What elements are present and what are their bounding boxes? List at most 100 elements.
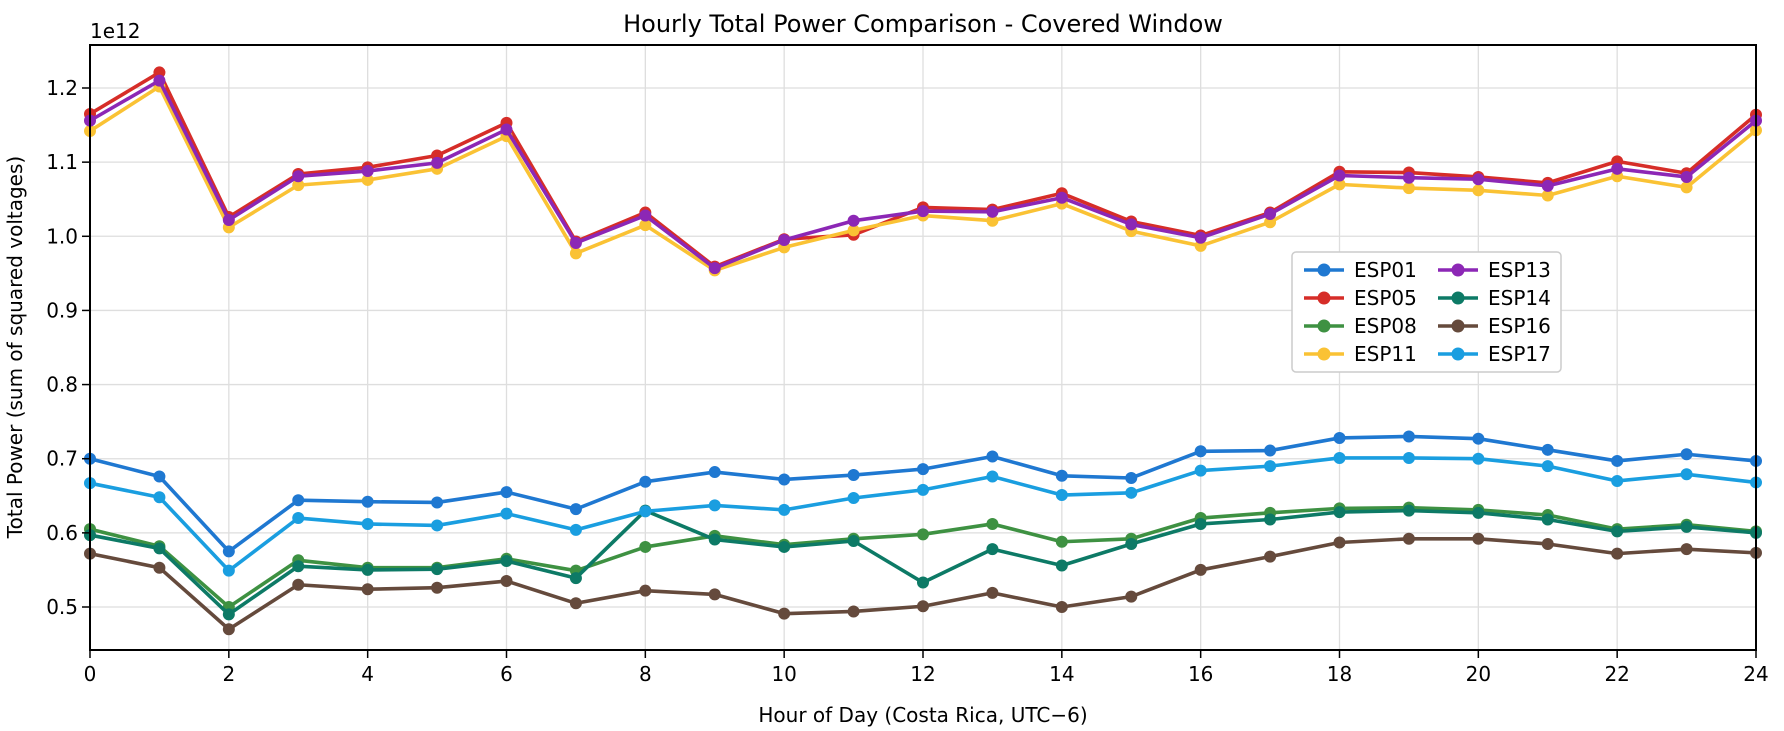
- series-ESP13-marker-h6: [500, 123, 513, 136]
- series-ESP01-marker-h11: [847, 469, 860, 482]
- series-ESP14-marker-h2: [222, 608, 235, 621]
- series-ESP17-marker-h9: [708, 499, 721, 512]
- series-ESP17-marker-h14: [1055, 489, 1068, 502]
- series-ESP08-marker-h14: [1055, 535, 1068, 548]
- series-ESP16-marker-h7: [569, 597, 582, 610]
- legend-item-ESP13: ESP13: [1438, 258, 1551, 282]
- series-ESP11-marker-h23: [1680, 181, 1693, 194]
- series-ESP17-marker-h16: [1194, 464, 1207, 477]
- series-ESP13-marker-h19: [1402, 171, 1415, 184]
- series-ESP08-marker-h12: [917, 528, 929, 541]
- x-tick-label-12: 12: [910, 662, 935, 686]
- series-ESP17-marker-h6: [500, 507, 513, 520]
- series-ESP13-marker-h8: [639, 209, 652, 222]
- series-ESP14-marker-h15: [1125, 537, 1138, 550]
- series-ESP14-marker-h18: [1333, 506, 1346, 519]
- series-ESP01-marker-h22: [1611, 454, 1624, 467]
- series-ESP16-marker-h6: [500, 575, 513, 588]
- x-tick-label-8: 8: [639, 662, 652, 686]
- series-ESP16-marker-h16: [1194, 563, 1207, 576]
- series-ESP01-marker-h6: [500, 486, 513, 499]
- series-ESP01-marker-h9: [708, 466, 721, 479]
- series-ESP13-marker-h1: [153, 74, 166, 87]
- y-axis-offset-label: 1e12: [90, 19, 140, 43]
- series-ESP01-marker-h15: [1125, 471, 1138, 484]
- series-ESP13-marker-h14: [1055, 191, 1068, 204]
- series-ESP08-marker-h13: [986, 517, 999, 530]
- series-ESP13-marker-h16: [1194, 231, 1207, 244]
- series-ESP01-marker-h19: [1402, 430, 1415, 443]
- series-ESP01-marker-h18: [1333, 431, 1346, 444]
- series-ESP14-marker-h20: [1472, 506, 1485, 519]
- x-tick-label-18: 18: [1327, 662, 1352, 686]
- legend-label-ESP01: ESP01: [1354, 258, 1417, 282]
- x-tick-label-24: 24: [1743, 662, 1768, 686]
- series-ESP14-marker-h14: [1055, 559, 1068, 572]
- series-ESP14-marker-h21: [1541, 513, 1554, 526]
- series-ESP16-marker-h18: [1333, 536, 1346, 549]
- x-tick-label-6: 6: [500, 662, 513, 686]
- legend-label-ESP05: ESP05: [1354, 286, 1417, 310]
- x-tick-label-2: 2: [222, 662, 235, 686]
- legend-marker-ESP17: [1451, 347, 1465, 361]
- x-tick-label-22: 22: [1604, 662, 1629, 686]
- series-ESP13-marker-h17: [1264, 208, 1277, 221]
- series-ESP01-marker-h20: [1472, 432, 1485, 445]
- legend-label-ESP08: ESP08: [1354, 314, 1417, 338]
- series-ESP14-marker-h12: [917, 576, 929, 589]
- series-ESP01-marker-h23: [1680, 448, 1693, 461]
- series-ESP01-marker-h12: [917, 463, 929, 476]
- legend-item-ESP14: ESP14: [1438, 286, 1551, 310]
- series-ESP01-marker-h13: [986, 450, 999, 463]
- legend-marker-ESP16: [1451, 319, 1465, 333]
- series-ESP13-marker-h20: [1472, 173, 1485, 186]
- series-ESP01-marker-h5: [431, 496, 444, 509]
- legend-marker-ESP05: [1317, 291, 1331, 305]
- x-tick-label-14: 14: [1049, 662, 1074, 686]
- series-ESP17-marker-h19: [1402, 451, 1415, 464]
- y-tick-label-1.2: 1.2: [46, 76, 78, 100]
- series-ESP01-marker-h16: [1194, 445, 1207, 458]
- series-ESP13-marker-h5: [431, 156, 444, 169]
- series-ESP14-marker-h13: [986, 543, 999, 556]
- series-ESP14-marker-h16: [1194, 517, 1207, 530]
- y-tick-label-0.6: 0.6: [46, 521, 78, 545]
- legend-marker-ESP08: [1317, 319, 1331, 333]
- series-ESP17-marker-h15: [1125, 486, 1138, 499]
- legend-label-ESP11: ESP11: [1354, 342, 1417, 366]
- series-ESP13-marker-h13: [986, 205, 999, 218]
- series-ESP14-marker-h11: [847, 535, 860, 548]
- y-tick-label-0.5: 0.5: [46, 595, 78, 619]
- series-ESP01-marker-h17: [1264, 444, 1277, 457]
- series-ESP14-marker-h10: [778, 540, 791, 553]
- axes: 0 2 4 6 8 10 12 14 16 18 20 22 240.50.60.70.80.91.01…: [46, 44, 1769, 686]
- series-ESP16-marker-h2: [222, 623, 235, 636]
- series-ESP13-marker-h2: [222, 213, 235, 226]
- series-ESP01-marker-h14: [1055, 469, 1068, 482]
- legend-marker-ESP13: [1451, 263, 1465, 277]
- series-ESP16-marker-h22: [1611, 547, 1624, 560]
- series-ESP13: [84, 74, 1762, 275]
- series-ESP14-marker-h3: [292, 560, 305, 573]
- series-ESP16-marker-h10: [778, 607, 791, 620]
- series-ESP16-marker-h20: [1472, 532, 1485, 545]
- series-ESP13-marker-h21: [1541, 179, 1554, 192]
- series-ESP13-marker-h18: [1333, 169, 1346, 182]
- legend-item-ESP16: ESP16: [1438, 314, 1551, 338]
- series-ESP16-marker-h12: [917, 600, 929, 613]
- series-ESP17-marker-h11: [847, 492, 860, 505]
- series-ESP11-marker-h13: [986, 214, 999, 227]
- series-ESP01-marker-h3: [292, 494, 305, 507]
- legend-item-ESP08: ESP08: [1304, 314, 1417, 338]
- series-ESP16-marker-h9: [708, 588, 721, 601]
- legend-box: [1291, 251, 1562, 373]
- legend-marker-ESP11: [1317, 347, 1331, 361]
- series-ESP17-marker-h3: [292, 512, 305, 525]
- series-ESP17-marker-h4: [361, 517, 374, 530]
- series-ESP14-marker-h9: [708, 533, 721, 546]
- series-ESP14-marker-h23: [1680, 520, 1693, 533]
- y-tick-label-1: 1.0: [46, 224, 78, 248]
- series-ESP17-marker-h2: [222, 564, 235, 577]
- legend-label-ESP14: ESP14: [1488, 286, 1551, 310]
